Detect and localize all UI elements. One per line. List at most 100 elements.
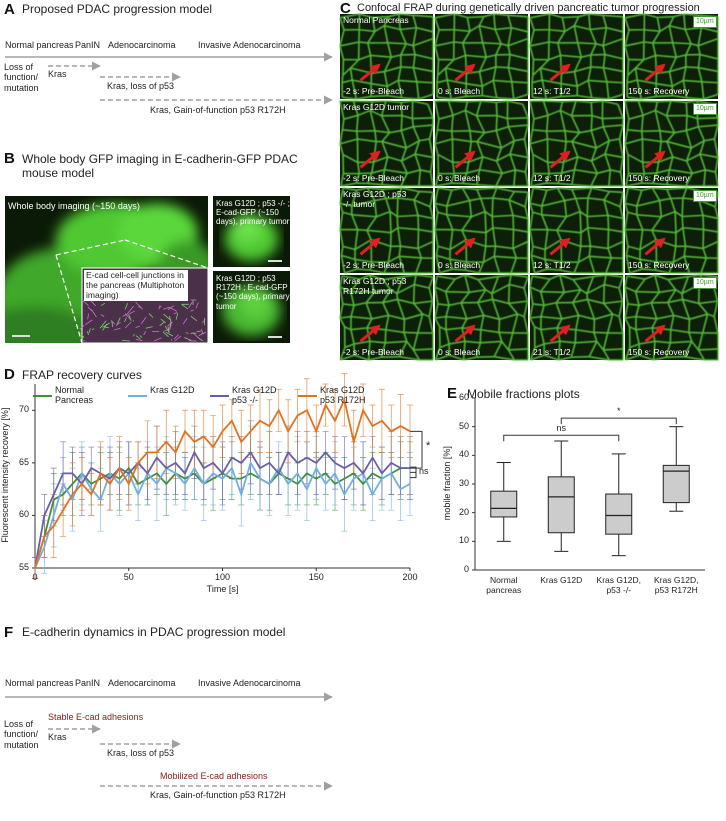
junction [385, 328, 405, 334]
significance-bracket [503, 434, 620, 442]
bleach-arrow [644, 63, 666, 82]
junction [461, 187, 471, 201]
junction [529, 287, 534, 305]
annotation: Stable E-cad adhesions [48, 712, 144, 722]
junction [437, 245, 451, 251]
junction [397, 197, 415, 201]
junction [461, 216, 473, 231]
junction [412, 67, 418, 83]
junction [670, 100, 687, 104]
junction [476, 140, 502, 149]
junction [400, 147, 408, 162]
junction [509, 283, 525, 289]
junction [417, 240, 434, 250]
junction [625, 246, 629, 256]
junction [624, 100, 630, 120]
junction [509, 153, 529, 159]
junction [604, 53, 624, 60]
junction [654, 110, 661, 132]
junction [512, 214, 529, 220]
junction [387, 42, 407, 45]
junction [602, 15, 608, 28]
junction [413, 191, 421, 201]
junction [531, 254, 546, 261]
junction [560, 54, 582, 58]
junction [669, 168, 693, 175]
junction [491, 283, 510, 295]
junction [461, 318, 468, 329]
row-label: Kras G12D ; p53 -/- tumor [343, 189, 407, 209]
junction [412, 15, 418, 28]
junction [545, 173, 551, 184]
junction [477, 279, 487, 291]
junction [602, 117, 624, 120]
junction [374, 130, 377, 142]
junction [651, 318, 658, 329]
junction [603, 199, 621, 208]
junction [438, 114, 454, 120]
junction [436, 119, 440, 130]
junction [416, 26, 434, 33]
y-tick-label: 60 [18, 509, 29, 520]
junction [591, 100, 603, 104]
junction [447, 100, 454, 116]
x-tick-label: 50 [123, 572, 134, 582]
junction [688, 332, 693, 342]
junction [619, 171, 624, 187]
time-label: 0 s: Bleach [438, 173, 481, 183]
junction [476, 183, 497, 187]
junction [669, 329, 672, 343]
junction [702, 248, 708, 259]
junction [659, 25, 670, 32]
junction [507, 45, 511, 55]
junction [339, 187, 344, 204]
inset-texture [198, 331, 207, 337]
junction [507, 100, 523, 106]
junction [493, 13, 496, 30]
junction [713, 316, 719, 334]
junction [697, 54, 701, 68]
junction [492, 226, 514, 231]
junction [465, 269, 480, 274]
time-label: 0 s: Bleach [438, 347, 481, 357]
junction [689, 313, 708, 321]
junction [397, 227, 402, 247]
junction [595, 42, 604, 47]
junction [624, 275, 628, 288]
junction [544, 354, 559, 361]
junction [590, 26, 607, 31]
junction [529, 275, 533, 288]
junction [602, 349, 611, 361]
junction [339, 29, 345, 47]
junction [369, 261, 373, 271]
junction [574, 168, 598, 175]
junction [398, 246, 402, 257]
x-tick-label: 100 [214, 572, 231, 582]
junction [609, 190, 624, 194]
time-label: 12 s: T1/2 [533, 173, 571, 183]
junction [608, 169, 612, 187]
junction [619, 192, 624, 207]
junction [603, 274, 607, 285]
row-label: Normal Pancreas [343, 15, 409, 25]
cell-junctions [434, 13, 529, 100]
junction [399, 29, 407, 45]
junction [508, 191, 516, 201]
junction [529, 203, 534, 213]
junction [641, 162, 646, 174]
junction [407, 169, 421, 175]
junction [540, 329, 545, 345]
junction [642, 228, 653, 232]
junction [434, 287, 439, 305]
junction [448, 340, 466, 345]
junction [415, 257, 423, 274]
inset-texture [87, 306, 93, 312]
junction [453, 54, 466, 61]
junction [543, 301, 557, 307]
junction [547, 268, 561, 271]
inset-texture [160, 305, 162, 308]
junction [651, 216, 663, 231]
junction [588, 341, 598, 358]
junction [673, 314, 690, 321]
junction [540, 290, 565, 294]
